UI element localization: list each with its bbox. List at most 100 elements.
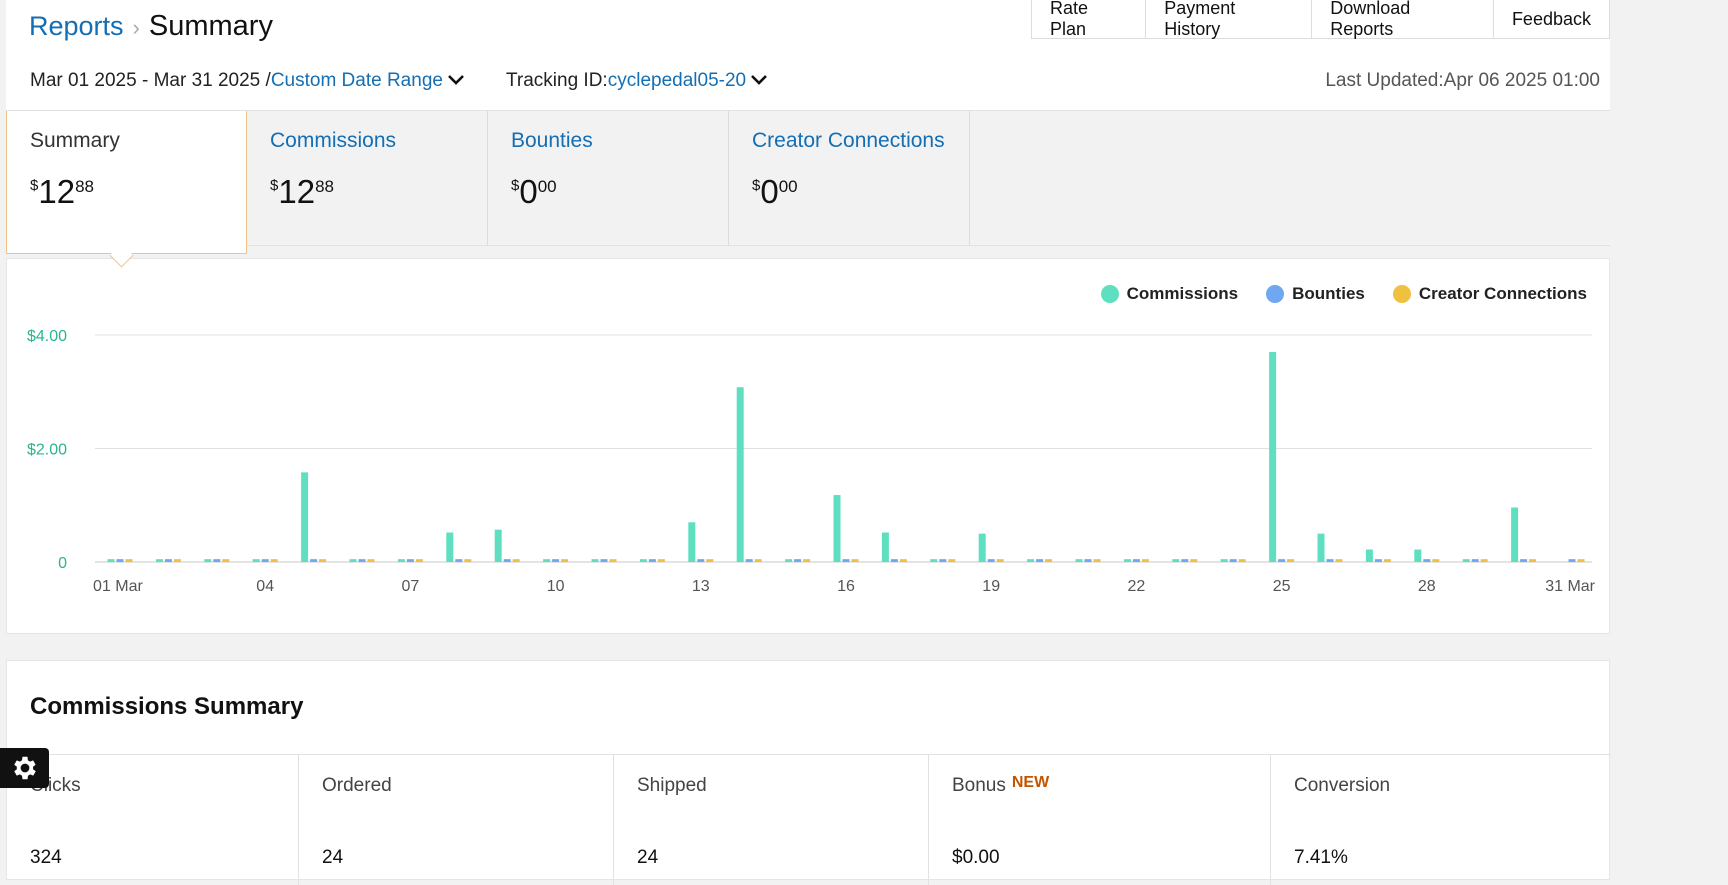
- legend-bounties[interactable]: Bounties: [1266, 284, 1365, 304]
- x-tick-label: 31 Mar: [1545, 578, 1595, 595]
- bar-commissions: [543, 559, 551, 562]
- legend-dot-creator-connections: [1392, 285, 1411, 303]
- tab-bounties[interactable]: Bounties $000: [488, 111, 729, 245]
- currency-symbol: $: [511, 177, 520, 194]
- bar-commissions: [107, 559, 115, 562]
- tab-commissions-amount: $1288: [270, 173, 334, 211]
- bar-creator-connections: [367, 559, 375, 562]
- bar-creator-connections: [319, 559, 327, 562]
- bar-commissions: [1317, 533, 1325, 562]
- metric-value: 7.41%: [1294, 847, 1348, 868]
- tracking-id-filter[interactable]: Tracking ID:cyclepedal05-20: [506, 70, 768, 92]
- bar-commissions: [1220, 559, 1228, 562]
- currency-symbol: $: [270, 177, 279, 194]
- bar-creator-connections: [803, 559, 811, 562]
- metric-label-text: Bonus: [952, 775, 1006, 796]
- bar-bounties: [503, 559, 511, 562]
- amount-cents: 88: [75, 177, 94, 196]
- legend-dot-bounties: [1266, 285, 1285, 303]
- bar-commissions: [978, 533, 986, 562]
- tracking-id-value[interactable]: cyclepedal05-20: [607, 70, 747, 92]
- summary-metrics: Clicks 324 Ordered 24 Shipped 24 Bonus NE…: [7, 754, 1611, 885]
- bar-creator-connections: [657, 559, 665, 562]
- bar-creator-connections: [996, 559, 1004, 562]
- metric-value: $0.00: [952, 847, 1000, 868]
- settings-gear-button[interactable]: [0, 748, 49, 788]
- bar-bounties: [1520, 559, 1528, 562]
- bar-creator-connections: [609, 559, 617, 562]
- filter-row: Mar 01 2025 - Mar 31 2025 /Custom Date R…: [30, 70, 1600, 96]
- bar-commissions: [736, 387, 744, 562]
- tab-summary[interactable]: Summary $1288: [6, 111, 247, 254]
- breadcrumb-reports-link[interactable]: Reports: [29, 11, 124, 41]
- metric-value: 24: [322, 847, 344, 868]
- bar-commissions: [1027, 559, 1035, 562]
- amount-whole: 12: [38, 173, 76, 210]
- bar-commissions: [397, 559, 405, 562]
- chevron-down-icon[interactable]: [750, 70, 768, 92]
- payment-history-link[interactable]: Payment History: [1146, 0, 1313, 39]
- bar-bounties: [1374, 559, 1382, 562]
- x-tick-label: 04: [256, 578, 274, 595]
- bar-creator-connections: [1335, 559, 1343, 562]
- bar-bounties: [1278, 559, 1286, 562]
- legend-label: Commissions: [1126, 284, 1239, 303]
- bar-commissions: [1365, 549, 1373, 562]
- tab-summary-amount: $1288: [30, 173, 94, 211]
- bar-bounties: [261, 559, 269, 562]
- legend-commissions[interactable]: Commissions: [1100, 284, 1239, 304]
- chart-legend: Commissions Bounties Creator Connections: [1100, 284, 1587, 304]
- bar-bounties: [1423, 559, 1431, 562]
- x-tick-label: 25: [1273, 578, 1291, 595]
- tab-commissions[interactable]: Commissions $1288: [247, 111, 488, 245]
- metric-label: Bonus NEW: [952, 774, 1049, 797]
- feedback-link[interactable]: Feedback: [1494, 0, 1610, 38]
- page-title: Summary: [148, 10, 273, 42]
- bar-creator-connections: [1577, 559, 1585, 562]
- custom-date-range-link[interactable]: Custom Date Range: [270, 70, 443, 92]
- bar-commissions: [785, 559, 793, 562]
- bar-commissions: [881, 532, 889, 562]
- metric-shipped: Shipped 24: [614, 755, 929, 885]
- bar-commissions: [204, 559, 212, 562]
- download-reports-link[interactable]: Download Reports: [1312, 0, 1494, 39]
- bar-bounties: [745, 559, 753, 562]
- bar-bounties: [600, 559, 608, 562]
- rate-plan-link[interactable]: Rate Plan: [1032, 0, 1147, 39]
- tab-bounties-label: Bounties: [511, 129, 593, 152]
- bar-bounties: [406, 559, 414, 562]
- bar-commissions: [349, 559, 357, 562]
- tab-summary-label: Summary: [30, 129, 120, 152]
- metric-label: Conversion: [1294, 775, 1391, 796]
- bar-bounties: [116, 559, 124, 562]
- bar-creator-connections: [1190, 559, 1198, 562]
- amount-cents: 88: [315, 177, 334, 196]
- bar-commissions: [930, 559, 938, 562]
- bar-creator-connections: [851, 559, 859, 562]
- legend-dot-commissions: [1100, 285, 1119, 303]
- bar-bounties: [1084, 559, 1092, 562]
- y-tick-label: 0: [58, 555, 67, 572]
- bar-bounties: [1132, 559, 1140, 562]
- x-tick-label: 10: [547, 578, 565, 595]
- metric-bonus: Bonus NEW $0.00: [929, 755, 1271, 885]
- header: Reports › Summary Rate Plan Payment Hist…: [6, 0, 1610, 110]
- x-tick-label: 07: [402, 578, 420, 595]
- amount-whole: 12: [278, 173, 316, 210]
- bar-bounties: [358, 559, 366, 562]
- legend-creator-connections[interactable]: Creator Connections: [1392, 284, 1587, 304]
- bar-commissions: [1414, 549, 1422, 562]
- bar-creator-connections: [1432, 559, 1440, 562]
- metric-value: 324: [30, 847, 62, 868]
- amount-whole: 0: [519, 173, 538, 210]
- bar-bounties: [939, 559, 947, 562]
- bar-bounties: [1568, 559, 1576, 562]
- tab-bounties-amount: $000: [511, 173, 557, 211]
- chevron-down-icon[interactable]: [447, 70, 465, 92]
- metric-clicks: Clicks 324: [7, 755, 299, 885]
- date-range-filter[interactable]: Mar 01 2025 - Mar 31 2025 /Custom Date R…: [30, 70, 465, 92]
- bar-bounties: [1181, 559, 1189, 562]
- tab-creator-connections[interactable]: Creator Connections $000: [729, 111, 970, 245]
- y-tick-label: $4.00: [27, 328, 67, 345]
- tab-creator-connections-amount: $000: [752, 173, 798, 211]
